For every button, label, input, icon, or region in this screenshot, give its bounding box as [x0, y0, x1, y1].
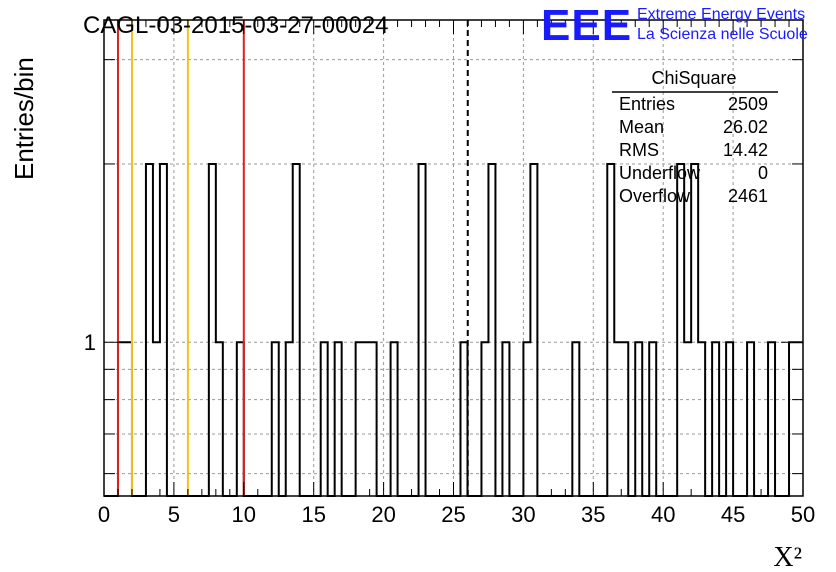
y-axis-label: Entries/bin [9, 57, 39, 180]
histogram-bin [460, 342, 467, 496]
x-tick-label: 30 [511, 502, 535, 527]
histogram-bin [726, 342, 733, 496]
x-tick-label: 25 [441, 502, 465, 527]
histogram-bin [530, 164, 537, 496]
histogram-bin [419, 164, 426, 496]
eee-logo-mark: EEE [541, 1, 632, 50]
histogram-bin [789, 342, 796, 496]
stats-value-mean: 26.02 [723, 117, 768, 137]
x-tick-label: 35 [581, 502, 605, 527]
histogram-bin [363, 342, 370, 496]
histogram-bin [488, 164, 495, 496]
stats-label-overflow: Overflow [619, 186, 691, 206]
histogram-bin [160, 164, 167, 496]
histogram-bin [614, 342, 621, 496]
stats-label-rms: RMS [619, 140, 659, 160]
histogram-bin [747, 342, 754, 496]
x-tick-label: 40 [651, 502, 675, 527]
histogram-bin [677, 164, 684, 496]
logo-line-1: Extreme Energy Events [637, 6, 805, 23]
stats-value-rms: 14.42 [723, 140, 768, 160]
x-tick-label: 5 [168, 502, 180, 527]
logo-line-2: La Scienza nelle Scuole [637, 26, 808, 43]
histogram-bin [691, 164, 698, 496]
histogram-bin [209, 164, 216, 496]
histogram-bin [572, 342, 579, 496]
x-tick-label: 45 [721, 502, 745, 527]
histogram-bin [523, 342, 530, 496]
stats-label-underflow: Underflow [619, 163, 701, 183]
eee-logo: EEE Extreme Energy Events La Scienza nel… [541, 1, 808, 50]
histogram-bin [502, 342, 509, 496]
histogram-bin [481, 342, 488, 496]
histogram-bin [698, 342, 705, 496]
x-tick-label: 15 [301, 502, 325, 527]
histogram-bin [216, 342, 223, 496]
histogram-bin [286, 342, 293, 496]
histogram-bin [391, 342, 398, 496]
stats-value-entries: 2509 [728, 94, 768, 114]
histogram-bin [370, 342, 377, 496]
reference-lines [116, 20, 469, 496]
histogram-bin [146, 164, 153, 496]
histogram-bin [237, 342, 244, 496]
histogram-bin [768, 342, 775, 496]
histogram-bin [293, 164, 300, 496]
histogram-bin [272, 342, 279, 496]
histogram-bin [712, 342, 719, 496]
histogram-bin [335, 342, 342, 496]
stats-label-entries: Entries [619, 94, 675, 114]
x-tick-labels: 0 5 10 15 20 25 30 35 40 45 50 [98, 502, 815, 527]
histogram-bin [635, 342, 642, 496]
y-tick-label-1: 1 [84, 330, 96, 355]
x-tick-label: 50 [791, 502, 815, 527]
x-tick-label: 20 [371, 502, 395, 527]
histogram-bin [684, 342, 691, 496]
x-axis-label: X² [773, 542, 802, 572]
histogram-bin [153, 342, 160, 496]
stats-value-underflow: 0 [758, 163, 768, 183]
x-tick-label: 0 [98, 502, 110, 527]
histogram-bin [649, 342, 656, 496]
histogram-bin [125, 342, 132, 496]
histogram-bin [356, 342, 363, 496]
histogram-bin [321, 342, 328, 496]
histogram-bin [118, 342, 125, 496]
chart-title: CAGL-03-2015-03-27-00024 [83, 12, 389, 39]
x-tick-label: 10 [232, 502, 256, 527]
stats-box: ChiSquare Entries 2509 Mean 26.02 RMS 14… [612, 68, 778, 206]
histogram-bin [796, 342, 803, 496]
histogram-bin [621, 342, 628, 496]
histogram-bin [607, 164, 614, 496]
stats-box-title: ChiSquare [651, 68, 736, 88]
stats-label-mean: Mean [619, 117, 664, 137]
stats-value-overflow: 2461 [728, 186, 768, 206]
axis-ticks [103, 20, 804, 496]
